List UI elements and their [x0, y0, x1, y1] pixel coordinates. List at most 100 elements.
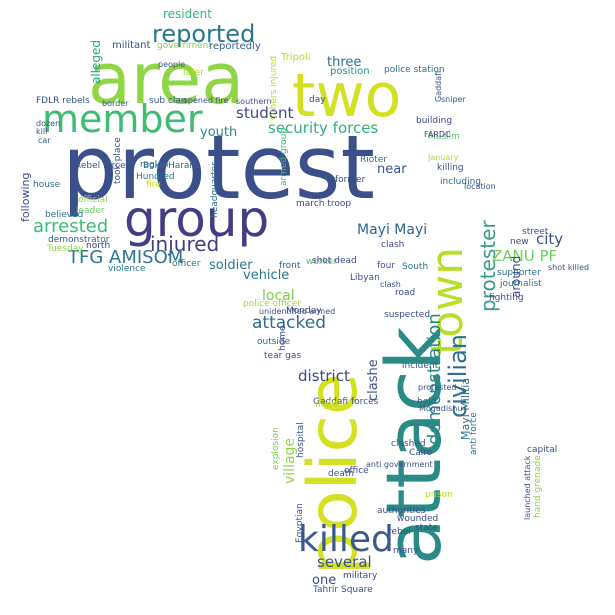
- word: local: [262, 288, 295, 304]
- word: hand grenade: [533, 455, 543, 518]
- word: alleged: [89, 39, 103, 84]
- word: sub clan: [149, 96, 187, 106]
- word: arrested: [33, 216, 109, 237]
- word: position: [330, 66, 370, 77]
- word: front: [279, 261, 301, 271]
- word: reportedly: [209, 41, 261, 52]
- word: outside: [257, 337, 291, 347]
- word: soldier: [209, 258, 253, 273]
- word: day: [309, 95, 326, 105]
- word: house: [33, 180, 61, 190]
- word: near: [377, 162, 407, 177]
- word: street: [522, 227, 549, 237]
- word: militant: [112, 40, 151, 51]
- word: border: [102, 99, 129, 108]
- word: took place: [113, 137, 123, 184]
- word: explosion: [271, 427, 281, 470]
- word: Libyan: [350, 273, 380, 283]
- word: march troop: [296, 199, 352, 209]
- word: FDLR rebels: [36, 96, 90, 106]
- word: held: [417, 397, 437, 407]
- word: wounded: [397, 514, 439, 524]
- word: protest: [62, 116, 375, 219]
- word: north: [86, 241, 111, 251]
- word: supporter: [497, 268, 541, 278]
- word: group: [124, 190, 270, 248]
- word: building: [416, 116, 453, 126]
- word: village: [282, 437, 298, 484]
- word: Rebel force: [75, 161, 126, 171]
- word: death: [328, 469, 354, 479]
- word: Monday: [286, 306, 322, 316]
- word: Rioter: [360, 155, 388, 165]
- word: kill: [36, 127, 48, 136]
- word: anti force: [469, 412, 479, 455]
- word: tear gas: [264, 351, 302, 361]
- word: two: [292, 61, 402, 131]
- word: police officer: [243, 299, 301, 309]
- word: protested: [418, 383, 457, 392]
- word: youth: [200, 125, 238, 140]
- word: Egyptian: [295, 503, 305, 543]
- word: city: [536, 230, 564, 248]
- word: four: [377, 261, 396, 271]
- word: including: [440, 177, 481, 187]
- word: FARDC: [424, 130, 451, 139]
- word: people: [158, 60, 186, 69]
- word: fire: [146, 180, 161, 190]
- word: Mogadishu: [419, 404, 463, 413]
- word: Cairo: [409, 448, 433, 458]
- word: resident: [163, 7, 212, 21]
- word: capital: [527, 445, 558, 455]
- word: Mayi Mayi: [357, 222, 428, 238]
- word: attacked: [252, 313, 327, 333]
- word: three: [327, 55, 362, 70]
- word: former: [335, 175, 366, 185]
- word: Muslim: [428, 132, 460, 142]
- word: state: [415, 523, 438, 533]
- word: TFG AMISOM: [68, 247, 184, 268]
- word: violence: [108, 264, 146, 274]
- word: armed group: [279, 127, 289, 186]
- word: one: [312, 573, 337, 588]
- word: following: [19, 172, 32, 222]
- word: injured: [150, 232, 220, 256]
- word: car: [38, 136, 51, 145]
- word: home: [278, 325, 288, 351]
- word: headquarter: [210, 162, 220, 218]
- word: member: [42, 97, 203, 141]
- word: official: [78, 195, 108, 205]
- word: office: [344, 466, 369, 476]
- word: Tahrir Square: [313, 585, 373, 595]
- word: several: [317, 553, 372, 571]
- word: area: [88, 38, 245, 120]
- word: suspected: [384, 310, 431, 320]
- word: demonstration: [424, 313, 445, 445]
- word: anti government: [366, 460, 433, 469]
- word: Tripoli: [281, 52, 311, 63]
- word: officer: [172, 259, 201, 269]
- word: clashe: [366, 359, 381, 401]
- word: killed: [298, 519, 394, 560]
- word: night: [315, 400, 339, 410]
- word: district: [298, 367, 350, 385]
- word: new: [510, 237, 529, 247]
- word: dozen: [36, 119, 61, 128]
- word: ZANU PF: [492, 247, 558, 265]
- word: shot dead: [312, 256, 357, 266]
- word: launched attack: [523, 455, 532, 520]
- word: killing: [437, 163, 464, 173]
- word: worker: [306, 257, 337, 267]
- word: journalist: [500, 279, 542, 289]
- word: location: [464, 182, 496, 191]
- word: region: [140, 160, 169, 170]
- word: Gaddafi forces: [313, 397, 379, 407]
- word: sniper: [441, 95, 466, 104]
- word: demonstrator: [48, 235, 110, 245]
- word: security forces: [268, 119, 379, 137]
- word: road: [395, 288, 416, 298]
- word: clash: [381, 240, 405, 250]
- word: Boko Haram: [143, 161, 199, 171]
- word: incident: [402, 361, 439, 371]
